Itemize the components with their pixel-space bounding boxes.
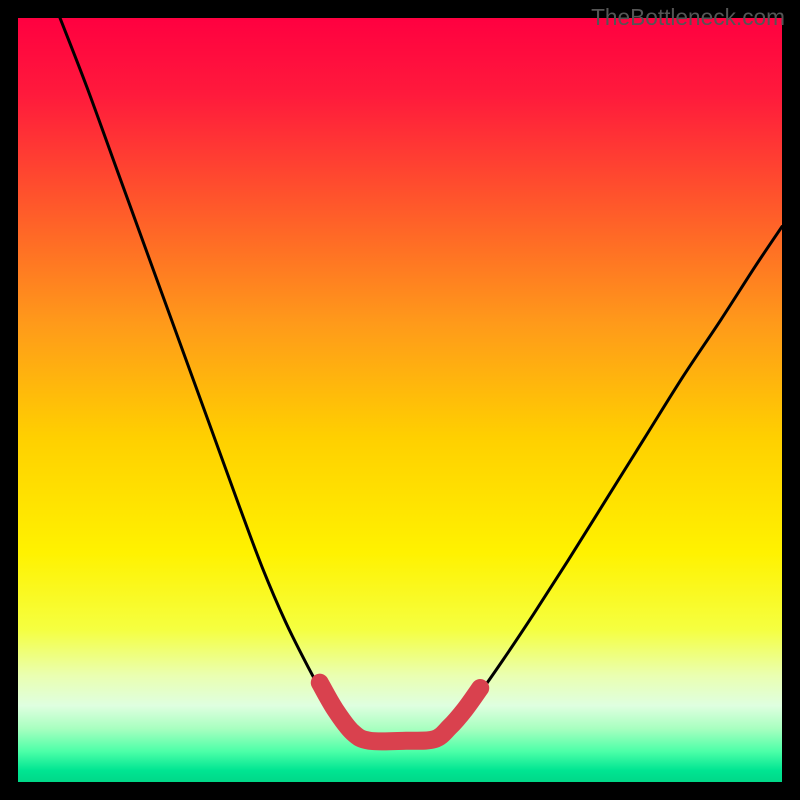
- watermark-text: TheBottleneck.com: [591, 4, 785, 31]
- valley-highlight: [320, 683, 480, 742]
- plot-area: [18, 18, 782, 782]
- curve-overlay: [18, 18, 782, 782]
- bottleneck-curve-right: [443, 227, 782, 741]
- bottleneck-curve-left: [60, 18, 354, 741]
